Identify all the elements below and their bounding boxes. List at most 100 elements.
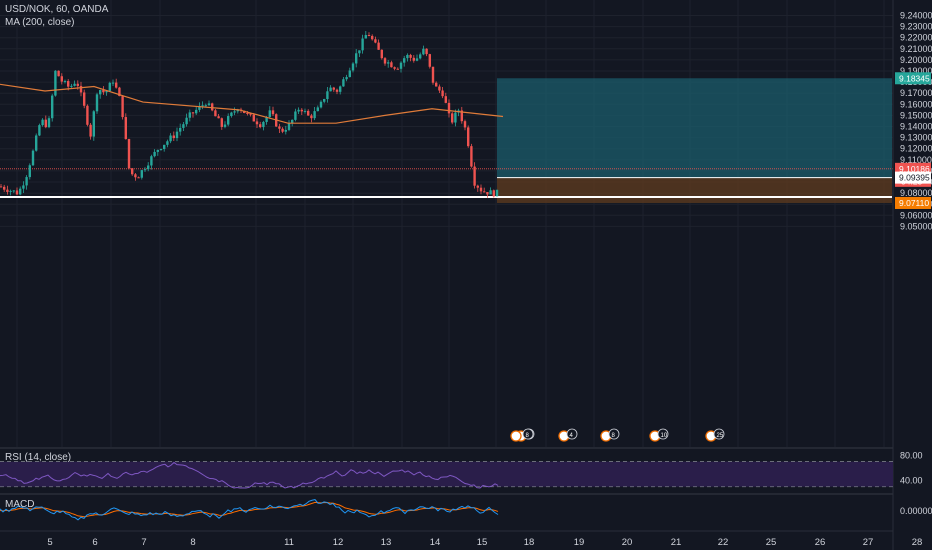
candle-body	[201, 105, 204, 107]
macd-legend[interactable]: MACD	[5, 499, 35, 510]
ma-200-line[interactable]	[0, 83, 504, 124]
ma-legend[interactable]: MA (200, close)	[5, 17, 75, 28]
candle-body	[169, 135, 172, 142]
candle-body	[99, 90, 102, 95]
candle-body	[227, 116, 230, 125]
rsi-band	[0, 461, 893, 487]
candle-body	[291, 119, 294, 124]
event-count-badge[interactable]	[522, 428, 534, 440]
candle-body	[198, 105, 201, 110]
candle-body	[479, 187, 483, 192]
economic-event-icon[interactable]	[510, 430, 522, 442]
price-tick-label: 9.22000	[900, 33, 932, 43]
candle-body	[294, 111, 297, 120]
time-axis-label: 5	[47, 537, 52, 548]
rsi-legend[interactable]: RSI (14, close)	[5, 452, 72, 463]
candle-body	[476, 185, 479, 188]
time-axis-label: 28	[912, 537, 923, 548]
candle-body	[310, 115, 313, 119]
candle-body	[63, 81, 67, 83]
stop-zone[interactable]	[497, 177, 892, 203]
candle-body	[166, 141, 169, 145]
time-axis-label: 7	[141, 537, 146, 548]
candle-body	[467, 127, 470, 147]
candle-body	[0, 186, 3, 188]
target-zone[interactable]	[497, 78, 892, 178]
candle-body	[89, 124, 92, 137]
candle-body	[83, 92, 86, 106]
event-count-badge[interactable]	[566, 428, 578, 440]
candle-body	[486, 192, 489, 195]
candle-body	[489, 190, 492, 195]
event-count: 25	[717, 433, 724, 439]
candle-body	[390, 62, 393, 68]
candle-body	[121, 96, 124, 118]
time-axis-label: 13	[381, 537, 392, 548]
candle-body	[287, 123, 291, 130]
candle-body	[332, 87, 335, 90]
rsi-line[interactable]	[0, 461, 499, 489]
time-axis-label: 6	[92, 537, 97, 548]
event-count-badge[interactable]	[713, 428, 725, 440]
candle-body	[319, 101, 323, 108]
candle-body	[9, 190, 12, 192]
candle-body	[454, 112, 457, 123]
candle-body	[179, 127, 182, 132]
candle-body	[326, 91, 329, 100]
candle-body	[41, 119, 44, 126]
candle-body	[246, 112, 249, 114]
candle-body	[182, 124, 185, 128]
price-tick-label: 9.14000	[900, 122, 932, 132]
candle-body	[25, 177, 28, 186]
candle-body	[278, 126, 281, 129]
candle-body	[403, 58, 406, 63]
price-tick-label: 9.13000	[900, 133, 932, 143]
candle-body	[57, 70, 60, 77]
candle-body	[92, 111, 95, 137]
event-count-badge[interactable]	[657, 428, 669, 440]
current-price-tag: 9.10186	[899, 164, 930, 174]
candle-body	[415, 58, 419, 61]
time-axis-label: 15	[477, 537, 488, 548]
candle-body	[172, 135, 175, 139]
rsi-tick-label: 80.00	[900, 450, 923, 460]
candle-body	[118, 87, 121, 97]
candle-body	[204, 105, 207, 107]
candle-body	[271, 110, 275, 115]
macd-signal-line[interactable]	[0, 501, 499, 518]
candle-body	[425, 48, 428, 55]
candle-body	[86, 105, 89, 125]
candle-body	[387, 62, 390, 64]
event-count: 4	[570, 433, 574, 439]
candle-body	[470, 146, 473, 167]
candle-body	[47, 118, 51, 128]
event-count-badge[interactable]	[608, 428, 620, 440]
candle-body	[137, 177, 140, 179]
candle-body	[153, 151, 156, 157]
time-axis-label: 14	[430, 537, 441, 548]
candle-body	[284, 129, 287, 132]
candle-body	[428, 54, 431, 67]
candle-body	[361, 38, 364, 51]
macd-line[interactable]	[0, 499, 499, 521]
candle-body	[463, 121, 467, 128]
stop-price-tag: 9.07110	[899, 198, 929, 208]
symbol-header[interactable]: USD/NOK, 60, OANDA	[5, 4, 109, 15]
candle-body	[95, 94, 99, 112]
time-axis-label: 8	[190, 537, 195, 548]
candle-body	[131, 168, 134, 175]
candle-body	[44, 119, 47, 128]
price-tick-label: 9.05000	[900, 221, 932, 231]
entry-price-tag-bg	[895, 171, 931, 184]
candle-body	[268, 110, 271, 117]
candle-body	[67, 81, 70, 87]
candle-body	[54, 70, 57, 96]
candle-body	[393, 67, 396, 69]
candle-body	[441, 90, 444, 97]
price-tick-label: 9.17000	[900, 88, 932, 98]
candle-body	[252, 114, 255, 122]
candle-body	[473, 166, 476, 186]
candle-body	[409, 54, 412, 58]
